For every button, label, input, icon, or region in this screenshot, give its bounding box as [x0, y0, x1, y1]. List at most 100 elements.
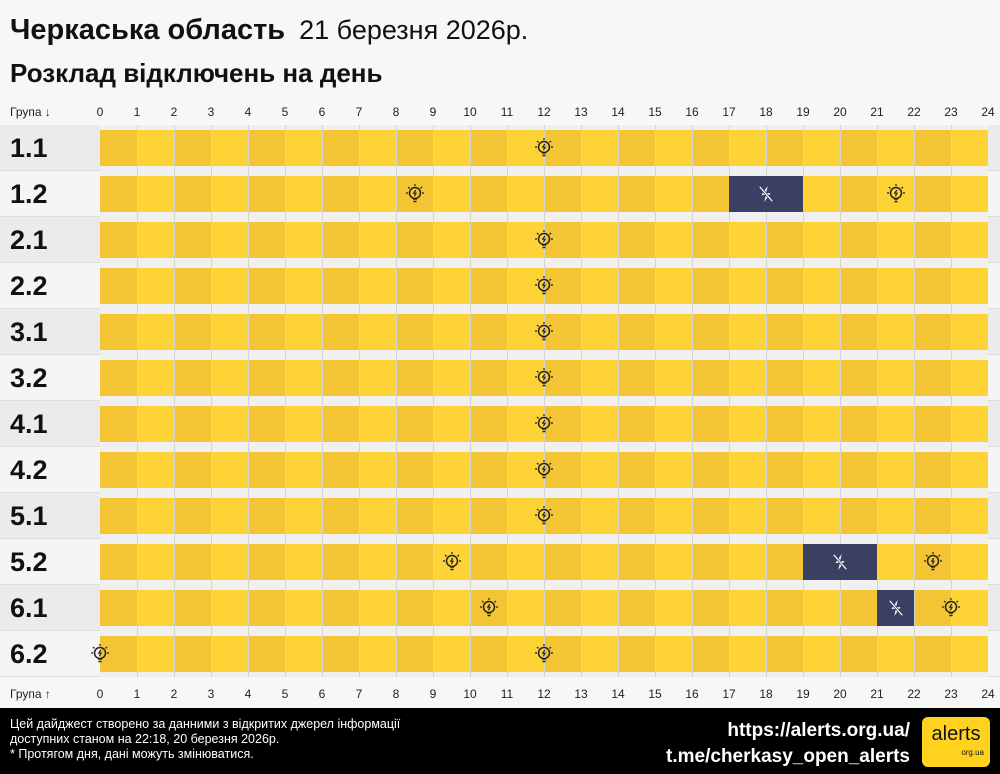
lightbulb-icon — [886, 183, 906, 205]
hour-tick: 15 — [648, 687, 662, 701]
hour-cell-power-on — [618, 406, 655, 442]
hour-cell-power-on — [396, 222, 433, 258]
hour-cell-power-on — [433, 498, 470, 534]
hour-cell-power-on — [692, 590, 729, 626]
hour-divider — [322, 493, 323, 539]
hour-cell-power-on — [618, 590, 655, 626]
hour-cell-power-on — [951, 452, 988, 488]
hour-tick: 6 — [318, 105, 326, 119]
hour-cell-power-on — [470, 314, 507, 350]
group-name: 1.1 — [10, 133, 48, 163]
hour-cell-power-on — [211, 406, 248, 442]
page-title: Черкаська область 21 березня 2026р. — [10, 14, 528, 47]
group-name: 3.1 — [10, 317, 48, 347]
hour-divider — [729, 355, 730, 401]
hour-cell-power-on — [470, 452, 507, 488]
group-row: 4.1 — [0, 401, 1000, 447]
site-link[interactable]: https://alerts.org.ua/ — [727, 720, 910, 741]
hour-divider — [211, 217, 212, 263]
hour-cell-power-on — [507, 544, 544, 580]
hour-cell-power-on — [729, 268, 766, 304]
hour-cell-power-on — [692, 406, 729, 442]
hour-divider — [396, 217, 397, 263]
hour-divider — [470, 631, 471, 677]
hour-divider — [914, 309, 915, 355]
alerts-logo: alerts org.ua — [922, 717, 990, 767]
hour-tick: 21 — [870, 687, 884, 701]
group-row: 4.2 — [0, 447, 1000, 493]
hour-divider — [322, 539, 323, 585]
hour-cell-power-on — [544, 544, 581, 580]
hour-cell-power-on — [655, 590, 692, 626]
hour-divider — [581, 263, 582, 309]
hour-divider — [470, 355, 471, 401]
hour-divider — [248, 171, 249, 217]
group-sort-label-bottom[interactable]: Група ↑ — [10, 687, 51, 701]
hour-divider — [396, 125, 397, 171]
hour-tick: 7 — [355, 687, 363, 701]
hour-divider — [396, 493, 397, 539]
hour-cell-power-on — [840, 452, 877, 488]
hour-cell-power-on — [470, 544, 507, 580]
hour-cell-power-on — [174, 176, 211, 212]
hour-cell-power-on — [359, 406, 396, 442]
telegram-link[interactable]: t.me/cherkasy_open_alerts — [666, 746, 910, 767]
hour-cell-power-on — [248, 452, 285, 488]
hour-cell-power-on — [285, 544, 322, 580]
hour-cell-power-on — [766, 636, 803, 672]
hour-divider — [766, 447, 767, 493]
group-sort-label[interactable]: Група ↓ — [10, 105, 51, 119]
hour-tick: 13 — [574, 105, 588, 119]
hour-cell-power-on — [100, 130, 137, 166]
hour-cell-power-on — [100, 406, 137, 442]
hour-cell-power-on — [803, 314, 840, 350]
hour-cell-power-on — [840, 130, 877, 166]
hour-divider — [692, 631, 693, 677]
hour-divider — [137, 263, 138, 309]
hour-cell-power-on — [322, 268, 359, 304]
hour-divider — [692, 447, 693, 493]
hour-divider — [766, 539, 767, 585]
hour-divider — [433, 401, 434, 447]
outage-block — [877, 590, 914, 626]
hour-divider — [581, 539, 582, 585]
hour-cell-power-on — [692, 360, 729, 396]
hour-divider — [211, 125, 212, 171]
group-row: 6.2 — [0, 631, 1000, 677]
hour-cell-power-on — [433, 636, 470, 672]
hour-divider — [877, 355, 878, 401]
hour-divider — [174, 355, 175, 401]
hour-divider — [803, 631, 804, 677]
hour-cell-power-on — [840, 176, 877, 212]
hour-divider — [951, 447, 952, 493]
hour-cell-power-on — [951, 130, 988, 166]
hour-divider — [877, 217, 878, 263]
hour-tick: 18 — [759, 105, 773, 119]
hour-divider — [285, 585, 286, 631]
hour-tick: 1 — [133, 687, 141, 701]
hour-divider — [248, 631, 249, 677]
hour-divider — [396, 263, 397, 309]
hour-cell-power-on — [248, 130, 285, 166]
hour-cell-power-on — [655, 268, 692, 304]
hour-cell-power-on — [396, 590, 433, 626]
hour-cell-power-on — [618, 314, 655, 350]
hour-divider — [618, 355, 619, 401]
hour-cell-power-on — [840, 406, 877, 442]
hour-divider — [470, 493, 471, 539]
hour-cell-power-on — [581, 130, 618, 166]
hour-divider — [470, 447, 471, 493]
hour-divider — [174, 171, 175, 217]
hour-cell-power-on — [766, 498, 803, 534]
hour-divider — [729, 125, 730, 171]
hour-cell-power-on — [877, 130, 914, 166]
group-row: 5.1 — [0, 493, 1000, 539]
hour-divider — [655, 493, 656, 539]
hour-divider — [618, 447, 619, 493]
hour-cell-power-on — [396, 636, 433, 672]
hour-divider — [729, 539, 730, 585]
hour-cell-power-on — [655, 360, 692, 396]
hour-divider — [729, 309, 730, 355]
hour-track — [100, 171, 988, 217]
hour-divider — [655, 125, 656, 171]
